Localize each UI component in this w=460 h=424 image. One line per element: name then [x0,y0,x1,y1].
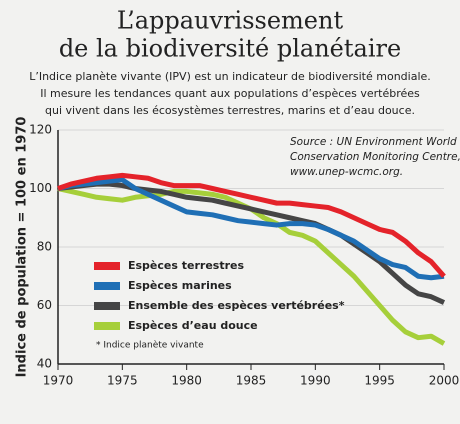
subtitle: qui vivent dans les écosystèmes terrestr… [45,104,415,117]
legend-swatch [94,322,120,330]
x-tick-label: 1975 [107,374,138,388]
x-tick-label: 1970 [43,374,74,388]
legend-label: Ensemble des espèces vertébrées* [128,299,345,312]
legend-label: Espèces d’eau douce [128,319,258,332]
y-tick-label: 120 [29,123,52,137]
legend-swatch [94,262,120,270]
series-line [57,177,445,281]
source: Conservation Monitoring Centre, [290,151,460,163]
source: www.unep-wcmc.org. [290,166,403,178]
y-tick-label: 100 [29,181,52,195]
series-line [57,181,446,305]
chart-title: L’appauvrissement [117,7,344,35]
x-tick-label: 1985 [236,374,267,388]
y-tick-label: 40 [37,357,52,371]
x-tick-label: 1980 [171,374,202,388]
subtitle: Il mesure les tendances quant aux popula… [40,87,420,100]
legend-swatch [94,282,120,290]
footnote: * Indice planète vivante [96,340,204,351]
legend-label: Espèces terrestres [128,259,244,272]
series-line [57,172,446,278]
subtitle: L’Indice planète vivante (IPV) est un in… [29,70,431,83]
x-tick-label: 1995 [364,374,395,388]
x-tick-label: 2000 [429,374,460,388]
legend-label: Espèces marines [128,279,232,292]
chart-title: de la biodiversité planétaire [59,35,401,63]
legend-swatch [94,302,120,310]
y-tick-label: 80 [37,240,52,254]
y-axis-label: Indice de population = 100 en 1970 [15,117,30,378]
source: Source : UN Environment World [290,136,457,148]
y-tick-label: 60 [37,298,52,312]
x-tick-label: 1990 [300,374,331,388]
